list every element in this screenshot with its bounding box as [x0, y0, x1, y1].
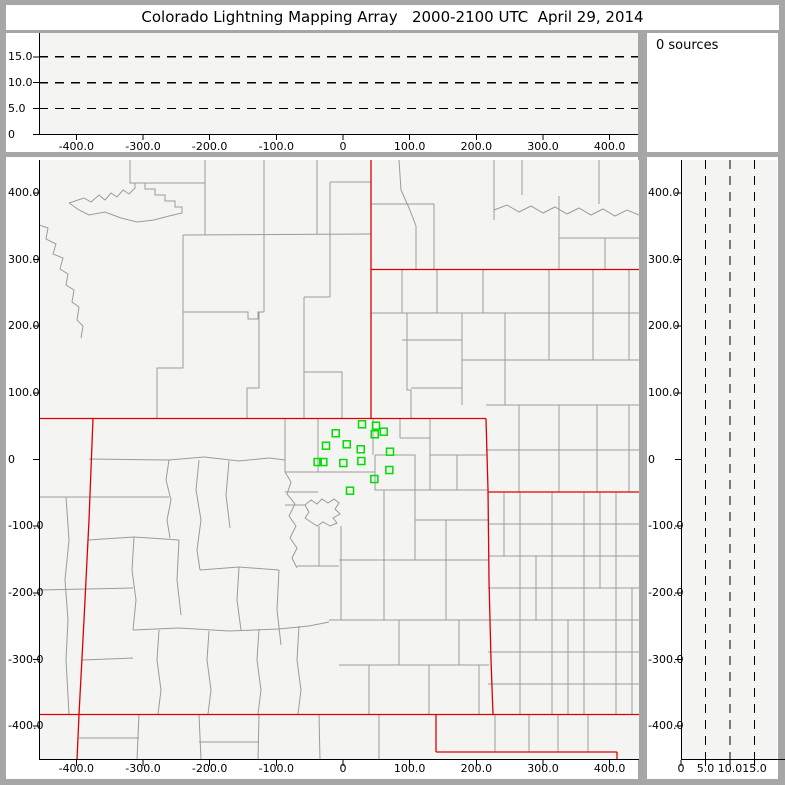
map-x-tick-label: -200.0: [191, 762, 228, 775]
right-panel-y-tick-label: 400.0: [648, 185, 680, 199]
map-x-tick-label: 100.0: [393, 762, 426, 775]
right-panel-x-tick-label: 5.0: [696, 762, 715, 775]
top-panel-x-tick-label: 400.0: [593, 139, 626, 153]
source-count-label: 0 sources: [656, 38, 719, 53]
map-x-tick-label: 400.0: [593, 762, 626, 775]
top-panel-x-tick-label: -300.0: [125, 139, 161, 153]
top-panel-x-tick-label: -200.0: [191, 139, 228, 153]
right-panel-x-tick-label: 0: [677, 762, 685, 775]
map-y-tick-label: -400.0: [8, 719, 44, 733]
right-panel-y-tick-label: -400.0: [648, 719, 684, 733]
map-y-tick-label: -300.0: [8, 652, 44, 666]
right-panel-y-tick-label: 100.0: [648, 385, 680, 399]
map-x-tick-label: 0: [339, 762, 347, 775]
map-x-tick-label: -300.0: [125, 762, 161, 775]
top-panel-y-tick-label: 0: [8, 127, 15, 141]
map-y-tick-label: -200.0: [8, 585, 44, 599]
title-bar: Colorado Lightning Mapping Array 2000-21…: [6, 5, 779, 30]
map-y-tick-label: 200.0: [8, 319, 40, 333]
map-x-tick-label: 200.0: [460, 762, 493, 775]
top-panel-x-tick-label: 300.0: [527, 139, 559, 153]
right-panel-y-tick-label: -300.0: [648, 652, 684, 666]
top-panel-y-tick-label: 5.0: [8, 101, 26, 115]
right-panel-y-tick-label: 200.0: [648, 319, 680, 333]
map-y-tick-label: 0: [8, 452, 15, 466]
right-panel-x-tick-label: 10.0: [717, 762, 743, 775]
right-panel-y-tick-label: 300.0: [648, 252, 680, 266]
map-y-tick-label: 100.0: [8, 385, 40, 399]
top-panel-x-tick-label: -400.0: [58, 139, 95, 153]
plan-view-map-plot: [33, 160, 639, 766]
map-x-tick-label: -100.0: [258, 762, 295, 775]
top-panel-y-tick-label: 15.0: [8, 49, 33, 63]
right-panel-y-tick-label: -100.0: [648, 519, 684, 533]
top-panel-x-tick-label: 0: [339, 139, 347, 153]
top-panel-x-tick-label: 200.0: [460, 139, 493, 153]
right-panel-y-tick-label: 0: [648, 452, 655, 466]
sources-panel: 0 sources: [647, 33, 778, 152]
map-y-tick-label: -100.0: [8, 519, 44, 533]
map-y-tick-label: 300.0: [8, 252, 40, 266]
map-x-tick-label: -400.0: [58, 762, 95, 775]
top-panel-y-tick-label: 10.0: [8, 75, 33, 89]
top-panel-x-tick-label: -100.0: [258, 139, 295, 153]
top-panel-x-tick-label: 100.0: [393, 139, 426, 153]
map-y-tick-label: 400.0: [8, 185, 40, 199]
page-title: Colorado Lightning Mapping Array 2000-21…: [141, 8, 644, 26]
right-panel-y-tick-label: -200.0: [648, 585, 684, 599]
altitude-ns-plot: [675, 160, 785, 766]
right-panel-x-tick-label: 15.0: [742, 762, 767, 775]
altitude-ew-plot: [33, 33, 638, 140]
map-x-tick-label: 300.0: [527, 762, 559, 775]
